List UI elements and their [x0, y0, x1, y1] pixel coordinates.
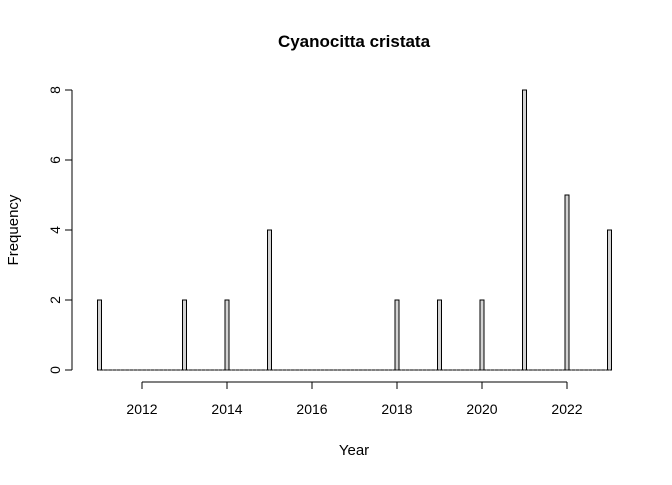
y-axis-label: Frequency [5, 194, 22, 265]
bar [607, 229, 612, 371]
bars [97, 89, 612, 371]
bar [479, 299, 485, 371]
x-axis: 2012 2014 2016 2018 2020 2022 [126, 381, 583, 417]
x-axis-label: Year [339, 442, 369, 459]
y-tick-label: 2 [47, 296, 63, 304]
y-tick-label: 0 [47, 366, 63, 374]
bar [182, 299, 187, 371]
x-tick-label: 2016 [296, 401, 327, 417]
x-tick-label: 2012 [126, 401, 157, 417]
y-axis: 0 2 4 6 8 [47, 86, 73, 374]
bar [394, 299, 400, 371]
x-tick-label: 2020 [466, 401, 497, 417]
chart-title: Cyanocitta cristata [278, 32, 431, 51]
y-tick-label: 6 [47, 156, 63, 164]
y-tick-label: 8 [47, 86, 63, 94]
x-tick-label: 2014 [211, 401, 242, 417]
bar [522, 89, 527, 371]
bar [564, 194, 570, 371]
bar [97, 299, 102, 371]
bar [224, 299, 230, 371]
zero-count-ticks [99, 369, 610, 371]
x-tick-label: 2022 [551, 401, 582, 417]
y-tick-label: 4 [47, 226, 63, 234]
bar [267, 229, 272, 371]
x-tick-label: 2018 [381, 401, 412, 417]
bar [437, 299, 442, 371]
